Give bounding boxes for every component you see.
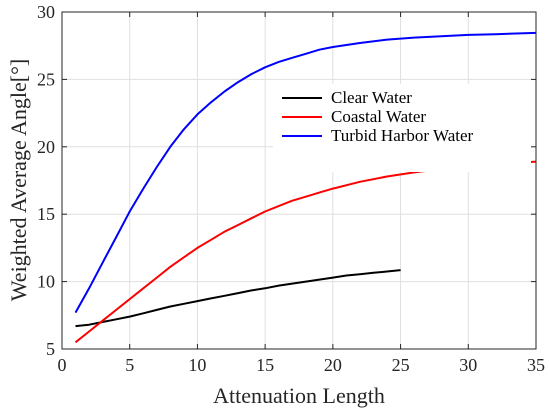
y-tick-label: 10 — [37, 272, 55, 292]
y-tick-label: 5 — [46, 339, 55, 359]
y-tick-label: 20 — [37, 137, 55, 157]
x-tick-label: 5 — [125, 355, 134, 375]
series-line-coastal-water — [74, 160, 537, 344]
y-tick-label: 25 — [37, 69, 55, 89]
plot-area — [62, 12, 536, 349]
y-axis-title: Weighted Average Angle[°] — [6, 59, 31, 301]
plot-frame — [61, 11, 537, 350]
series-layer — [74, 31, 537, 344]
legend-label-clear-water: Clear Water — [331, 88, 412, 107]
x-axis-title: Attenuation Length — [213, 383, 385, 408]
x-tick-label: 35 — [527, 355, 545, 375]
x-tick-label: 30 — [459, 355, 477, 375]
x-tick-label: 0 — [58, 355, 67, 375]
y-tick-label: 15 — [37, 204, 55, 224]
x-tick-label: 20 — [324, 355, 342, 375]
x-tick-label: 10 — [188, 355, 206, 375]
series-line-clear-water — [75, 269, 401, 328]
x-tick-label: 15 — [256, 355, 274, 375]
legend-label-turbid-harbor-water: Turbid Harbor Water — [331, 126, 474, 145]
legend: Clear Water Coastal Water Turbid Harbor … — [273, 84, 531, 172]
legend-label-coastal-water: Coastal Water — [331, 107, 426, 126]
series-line-turbid-harbor-water — [74, 31, 537, 314]
y-tick-label: 30 — [37, 2, 55, 22]
x-tick-label: 25 — [392, 355, 410, 375]
ticks — [61, 11, 537, 350]
